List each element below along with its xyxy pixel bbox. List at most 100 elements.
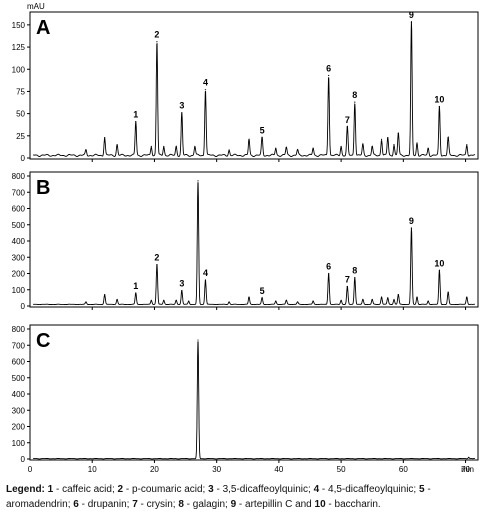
y-tick-label: 100 (12, 65, 26, 74)
peak-marker (248, 138, 250, 140)
peak-marker (346, 285, 348, 288)
peak-marker (175, 145, 177, 148)
panel-label: A (36, 17, 50, 39)
x-tick-label: 70 (461, 465, 470, 474)
plot-frame (29, 324, 479, 461)
panel-label: C (36, 330, 50, 352)
peak-marker (104, 294, 106, 296)
peak-marker (156, 263, 158, 266)
peak-marker (362, 144, 364, 146)
y-tick-label: 300 (12, 253, 26, 262)
peak-marker (156, 41, 158, 43)
y-tick-label: 500 (12, 374, 26, 383)
panel-label: B (36, 177, 50, 199)
peak-marker (466, 296, 468, 298)
y-tick-label: 700 (12, 341, 26, 350)
y-tick-label: 500 (12, 221, 26, 230)
peak-label: 1 (133, 110, 138, 120)
x-tick-label: 20 (150, 465, 159, 474)
y-tick-label: 0 (21, 455, 26, 464)
peak-marker (285, 299, 287, 301)
peak-marker (197, 180, 199, 182)
legend-compound: - caffeic acid; (53, 484, 115, 495)
peak-marker (104, 136, 106, 139)
peak-marker (116, 144, 118, 146)
legend-key: 2 (117, 484, 124, 495)
peak-marker (248, 296, 250, 298)
panel-b: B 0 100 200 300 400 500 600 700 800 1 2 3 4 5 6 78 9 10 (12, 171, 479, 311)
y-tick-label: 25 (16, 132, 25, 141)
y-tick-label: 75 (16, 87, 25, 96)
peak-marker (380, 138, 383, 140)
peak-marker (438, 269, 441, 271)
peak-marker (438, 105, 441, 108)
y-axis-label: mAU (27, 2, 45, 11)
chromatogram-trace (32, 21, 476, 157)
peak-marker (135, 121, 137, 123)
plot-frame (29, 171, 479, 308)
peak-marker (197, 339, 199, 341)
peak-marker (175, 299, 177, 301)
legend-key: 8 (178, 499, 184, 510)
peak-marker (468, 456, 470, 458)
peak-marker (181, 289, 183, 292)
peak-marker (328, 272, 330, 275)
x-tick-label: 0 (28, 465, 33, 474)
peak-marker (380, 296, 383, 298)
y-tick-label: 400 (12, 390, 26, 399)
peak-label: 10 (434, 258, 444, 268)
peak-label: 5 (260, 126, 265, 136)
peak-marker (371, 145, 373, 148)
legend-key: 10 (314, 499, 326, 510)
peak-label: 9 (409, 10, 414, 20)
peak-marker (340, 145, 342, 148)
peak-marker (228, 301, 230, 303)
peak-marker (296, 301, 299, 303)
plot-frame (29, 11, 479, 160)
y-tick-label: 800 (12, 325, 26, 334)
peak-marker (163, 145, 165, 148)
y-tick-label: 600 (12, 205, 26, 214)
legend-key: 7 (132, 499, 138, 510)
y-tick-label: 150 (12, 21, 26, 30)
peak-label: 2 (154, 30, 159, 40)
y-tick-label: 800 (12, 172, 26, 181)
peak-marker (194, 145, 196, 148)
peak-marker (285, 146, 287, 148)
y-tick-label: 0 (21, 302, 26, 311)
peak-marker (204, 279, 207, 281)
peak-marker (447, 291, 449, 293)
peak-marker (275, 147, 277, 149)
peak-marker (135, 292, 137, 294)
peak-marker (447, 136, 449, 139)
peak-marker (416, 296, 418, 298)
x-tick-label: 30 (212, 465, 221, 474)
peak-marker (362, 298, 364, 301)
legend-compound: - p-coumaric acid; (123, 484, 206, 495)
panel-c: C 0 100 200 300 400 500 600 700 800 0 10 20 30 40 50 60 7… (12, 324, 479, 474)
peak-marker (354, 101, 356, 103)
peak-marker (85, 301, 87, 303)
x-tick-label: 40 (274, 465, 283, 474)
peak-label: 8 (352, 90, 357, 100)
legend-compound: - baccharin. (325, 499, 381, 510)
peak-marker (150, 299, 152, 301)
x-tick-label: 60 (399, 465, 408, 474)
peak-label: 7 (345, 115, 350, 125)
peak-marker (204, 89, 207, 91)
peak-marker (163, 299, 165, 301)
y-tick-label: 0 (21, 154, 26, 163)
peak-marker (296, 149, 299, 151)
peak-label: 1 (133, 281, 138, 291)
peak-label: 6 (326, 63, 331, 73)
peak-label: 2 (154, 253, 159, 263)
peak-label: 4 (203, 78, 208, 88)
peak-label: 5 (260, 286, 265, 296)
legend-key: 1 (47, 484, 54, 495)
y-tick-label: 125 (12, 43, 26, 52)
y-tick-label: 100 (12, 286, 26, 295)
peak-label: 9 (409, 216, 414, 226)
peak-marker (340, 299, 342, 301)
peak-label: 6 (326, 262, 331, 272)
